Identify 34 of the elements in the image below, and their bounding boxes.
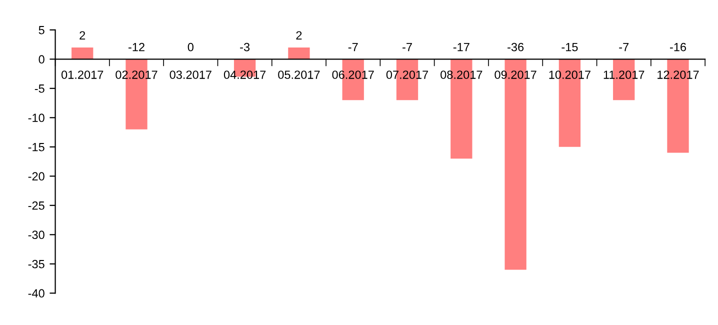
- y-tick-label: -25: [28, 201, 44, 210]
- x-tick-label: 02.2017: [116, 70, 158, 79]
- x-tick-label: 05.2017: [278, 70, 320, 79]
- data-label: -15: [562, 43, 578, 52]
- data-label: 2: [80, 31, 86, 40]
- data-label: 0: [188, 42, 194, 52]
- data-label: -12: [128, 42, 144, 52]
- data-label: -16: [670, 42, 686, 52]
- data-label: -36: [508, 42, 524, 52]
- x-tick-label: 12.2017: [658, 70, 699, 79]
- x-tick-label: 04.2017: [224, 70, 266, 79]
- y-tick-label: -20: [28, 172, 44, 181]
- y-tick-label: -35: [28, 260, 44, 268]
- y-tick-label: -30: [28, 230, 44, 240]
- data-label: -7: [619, 43, 629, 52]
- y-tick-label: -15: [28, 143, 44, 152]
- x-tick-label: 06.2017: [332, 70, 374, 79]
- y-tick-label: 0: [38, 55, 44, 64]
- y-tick-label: 5: [38, 26, 44, 34]
- x-tick-label: 01.2017: [61, 70, 104, 79]
- x-tick-label: 09.2017: [494, 70, 536, 79]
- x-tick-label: 08.2017: [440, 70, 482, 79]
- y-tick-label: -40: [28, 289, 44, 298]
- data-label: 2: [296, 31, 302, 40]
- y-tick-label: -10: [28, 114, 44, 122]
- x-tick-label: 07.2017: [386, 70, 428, 79]
- data-label: -7: [402, 43, 412, 52]
- y-tick-label: -5: [34, 84, 44, 93]
- x-tick-label: 11.2017: [604, 70, 644, 79]
- x-tick-label: 03.2017: [170, 70, 212, 79]
- x-tick-label: 10.2017: [549, 70, 590, 79]
- data-label: -7: [348, 43, 358, 52]
- data-label: -3: [240, 42, 250, 52]
- data-label: -17: [453, 43, 470, 52]
